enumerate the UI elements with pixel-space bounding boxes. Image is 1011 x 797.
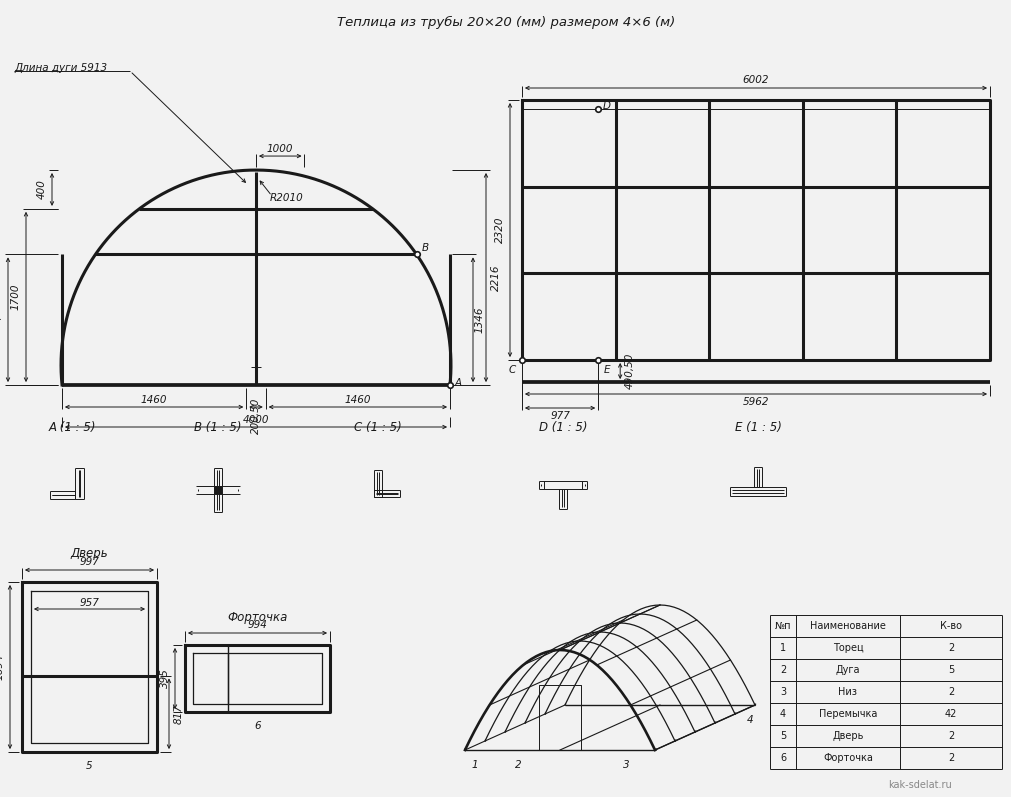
Text: Дуга: Дуга [835,665,859,675]
Text: 6: 6 [254,721,261,731]
Text: 4: 4 [746,715,752,725]
Text: R2010: R2010 [270,193,303,203]
Text: 1694: 1694 [0,654,5,681]
Text: 2: 2 [947,731,953,741]
Text: 5: 5 [779,731,786,741]
Text: 2: 2 [947,643,953,653]
Text: 817: 817 [174,704,184,724]
Text: B: B [422,243,429,253]
Text: 997: 997 [80,557,99,567]
Text: 3: 3 [623,760,629,770]
Text: Низ: Низ [838,687,856,697]
Text: D: D [603,101,611,111]
Text: Торец: Торец [832,643,862,653]
Text: 5: 5 [86,761,93,771]
Text: 2320: 2320 [494,217,504,243]
Text: 994: 994 [248,620,267,630]
Text: A (1 : 5): A (1 : 5) [49,421,96,434]
Text: kak-sdelat.ru: kak-sdelat.ru [888,780,951,790]
Text: 490,50: 490,50 [625,353,635,389]
Text: 395: 395 [160,669,170,689]
Text: 2216: 2216 [490,265,500,291]
Text: 42: 42 [944,709,956,719]
Text: 2: 2 [947,753,953,763]
Text: К-во: К-во [939,621,961,631]
Text: 1460: 1460 [345,395,371,405]
Text: 1700: 1700 [11,284,21,310]
Text: C (1 : 5): C (1 : 5) [354,421,401,434]
Bar [213,485,222,494]
Text: 1: 1 [471,760,478,770]
Text: Перемычка: Перемычка [818,709,877,719]
Text: 957: 957 [80,598,99,608]
Text: 3: 3 [779,687,786,697]
Text: 2: 2 [947,687,953,697]
Text: Форточка: Форточка [227,611,287,623]
Text: 5962: 5962 [742,397,768,407]
Text: 6002: 6002 [742,75,768,85]
Text: 1000: 1000 [267,144,293,154]
Text: B (1 : 5): B (1 : 5) [194,421,242,434]
Text: Наименование: Наименование [809,621,885,631]
Text: Дверь: Дверь [831,731,862,741]
Text: 4000: 4000 [243,415,269,425]
Text: E: E [604,365,610,375]
Text: 5: 5 [947,665,953,675]
Text: 200,50: 200,50 [251,398,261,434]
Text: 2: 2 [779,665,786,675]
Text: 4: 4 [779,709,786,719]
Text: 1: 1 [779,643,786,653]
Text: A: A [455,378,462,388]
Text: C: C [509,365,516,375]
Text: 2: 2 [515,760,521,770]
Text: 1460: 1460 [141,395,167,405]
Text: 1346: 1346 [474,307,484,333]
Text: D (1 : 5): D (1 : 5) [538,421,586,434]
Text: 510,50: 510,50 [0,301,3,338]
Text: 400: 400 [37,179,47,199]
Text: Теплица из трубы 20×20 (мм) размером 4×6 (м): Теплица из трубы 20×20 (мм) размером 4×6… [337,15,674,29]
Text: Длина дуги 5913: Длина дуги 5913 [14,63,107,73]
Text: 6: 6 [779,753,786,763]
Text: E (1 : 5): E (1 : 5) [734,421,780,434]
Text: 977: 977 [550,411,569,421]
Text: №п: №п [774,621,791,631]
Text: Дверь: Дверь [71,548,108,560]
Text: Форточка: Форточка [822,753,872,763]
